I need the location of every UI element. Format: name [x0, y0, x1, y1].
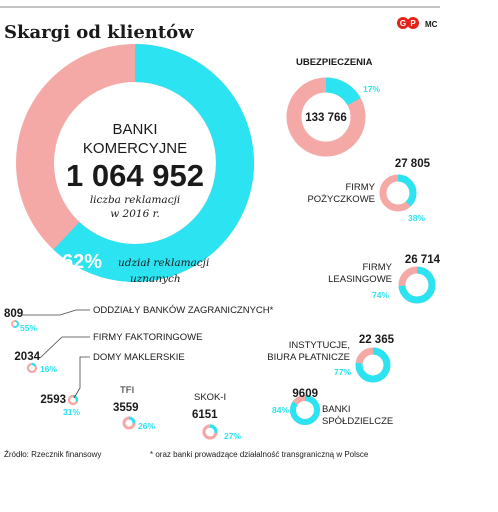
donut-tfi-value-label: 3559 [113, 402, 139, 414]
donut-banki-spoldzielcze-value-label: 9609 [292, 388, 318, 400]
main-pct-note1: udział reklamacji [118, 257, 209, 269]
label-instytucje-line2: BIURA PŁATNICZE [267, 352, 350, 363]
donut-firmy-faktoringowe-value-label: 2034 [14, 351, 40, 363]
main-sub-line1: liczba reklamacji [90, 194, 180, 206]
donut-firmy-faktoringowe-accepted-arc [26, 362, 38, 374]
donut-firmy-pozyczkowe-value-label: 27 805 [395, 158, 431, 170]
label-firmy-faktoringowe: FIRMY FAKTORINGOWE [93, 332, 202, 343]
main-category-line1: BANKI [112, 121, 157, 138]
small-donuts: 133 766 17% 27 805 38% 26 714 74% 22 365 77% 960… [4, 77, 441, 441]
svg-text:P: P [410, 19, 416, 28]
donut-oddzialy-bankow-zagranicznych-value-label: 809 [4, 308, 23, 320]
donut-firmy-faktoringowe-pct-label: 16% [40, 364, 57, 374]
footer-note: * oraz banki prowadzące działalność tran… [150, 450, 369, 459]
donut-skok-i-accepted-arc [202, 424, 218, 440]
donut-ubezpieczenia-value-label: 133 766 [305, 112, 347, 124]
svg-text:G: G [400, 19, 406, 28]
donut-instytucje-biura-platnicze-value-label: 22 365 [359, 334, 395, 346]
donut-banki-komercyjne-accepted-arc [16, 44, 254, 282]
donut-tfi-accepted-arc [122, 416, 136, 430]
donut-instytucje-biura-platnicze-pct-label: 77% [334, 367, 351, 377]
donut-firmy-pozyczkowe-accepted-arc [379, 174, 417, 212]
donut-domy-maklerskie-accepted-arc [67, 394, 79, 406]
logo: G P [397, 17, 419, 29]
label-firmy-pozyczkowe-line2: POŻYCZKOWE [307, 194, 375, 205]
label-banki-spoldzielcze-line1: BANKI [322, 404, 351, 415]
label-firmy-pozyczkowe-line1: FIRMY [345, 182, 375, 193]
donut-ubezpieczenia-accepted-arc [286, 77, 366, 157]
main-sub-line2: w 2016 r. [110, 208, 160, 220]
donut-skok-i-pct-label: 27% [224, 431, 241, 441]
main-pct-note2: uznanych [130, 273, 181, 285]
donut-banki-spoldzielcze-pct-label: 84% [272, 405, 289, 415]
donut-firmy-leasingowe-accepted-arc [398, 266, 436, 304]
donut-firmy-leasingowe: 26 714 74% [372, 254, 441, 304]
donut-domy-maklerskie-pct-label: 31% [63, 407, 80, 417]
footer-source: Źródło: Rzecznik finansowy [4, 450, 101, 459]
label-firmy-leasingowe-line1: FIRMY [362, 262, 392, 273]
main-pct-label: 62% [62, 251, 102, 273]
label-instytucje-line1: INSTYTUCJE, [289, 340, 350, 351]
donut-tfi-pct-label: 26% [138, 421, 155, 431]
donut-oddzialy-bankow-zagranicznych-pct-label: 55% [20, 323, 37, 333]
donut-oddzialy-bankow-zagranicznych-accepted-arc [11, 320, 19, 328]
donut-firmy-pozyczkowe: 27 805 38% [379, 158, 431, 223]
label-tfi: TFI [120, 385, 134, 396]
donut-firmy-pozyczkowe-pct-label: 38% [408, 213, 425, 223]
label-banki-spoldzielcze-line2: SPÓŁDZIELCZE [322, 416, 393, 427]
label-ubezpieczenia: UBEZPIECZENIA [296, 57, 373, 68]
donut-instytucje-biura-platnicze-accepted-arc [355, 347, 391, 383]
donut-banki-spoldzielcze-accepted-arc [290, 395, 320, 425]
donut-skok-i-value-label: 6151 [192, 409, 218, 421]
donut-banki-komercyjne [16, 44, 254, 282]
author-initials: MC [425, 20, 438, 29]
donut-instytucje-biura-platnicze: 22 365 77% [334, 334, 395, 383]
donut-ubezpieczenia-pct-label: 17% [363, 84, 380, 94]
label-oddzialy: ODDZIAŁY BANKÓW ZAGRANICZNYCH* [93, 305, 274, 316]
donut-firmy-leasingowe-value-label: 26 714 [405, 254, 441, 266]
label-skok: SKOK-I [194, 392, 226, 403]
leader-lines [21, 309, 90, 399]
donut-firmy-leasingowe-pct-label: 74% [372, 290, 389, 300]
donut-tfi: 3559 26% [113, 402, 155, 431]
label-firmy-leasingowe-line2: LEASINGOWE [328, 274, 392, 285]
label-domy-maklerskie: DOMY MAKLERSKIE [93, 352, 185, 363]
donut-ubezpieczenia: 133 766 17% [286, 77, 380, 157]
donut-domy-maklerskie-value-label: 2593 [40, 394, 66, 406]
donut-skok-i: 6151 27% [192, 409, 241, 441]
main-value-label: 1 064 952 [66, 158, 204, 193]
chart-title: Skargi od klientów [4, 22, 194, 43]
main-category-line2: KOMERCYJNE [83, 140, 187, 157]
